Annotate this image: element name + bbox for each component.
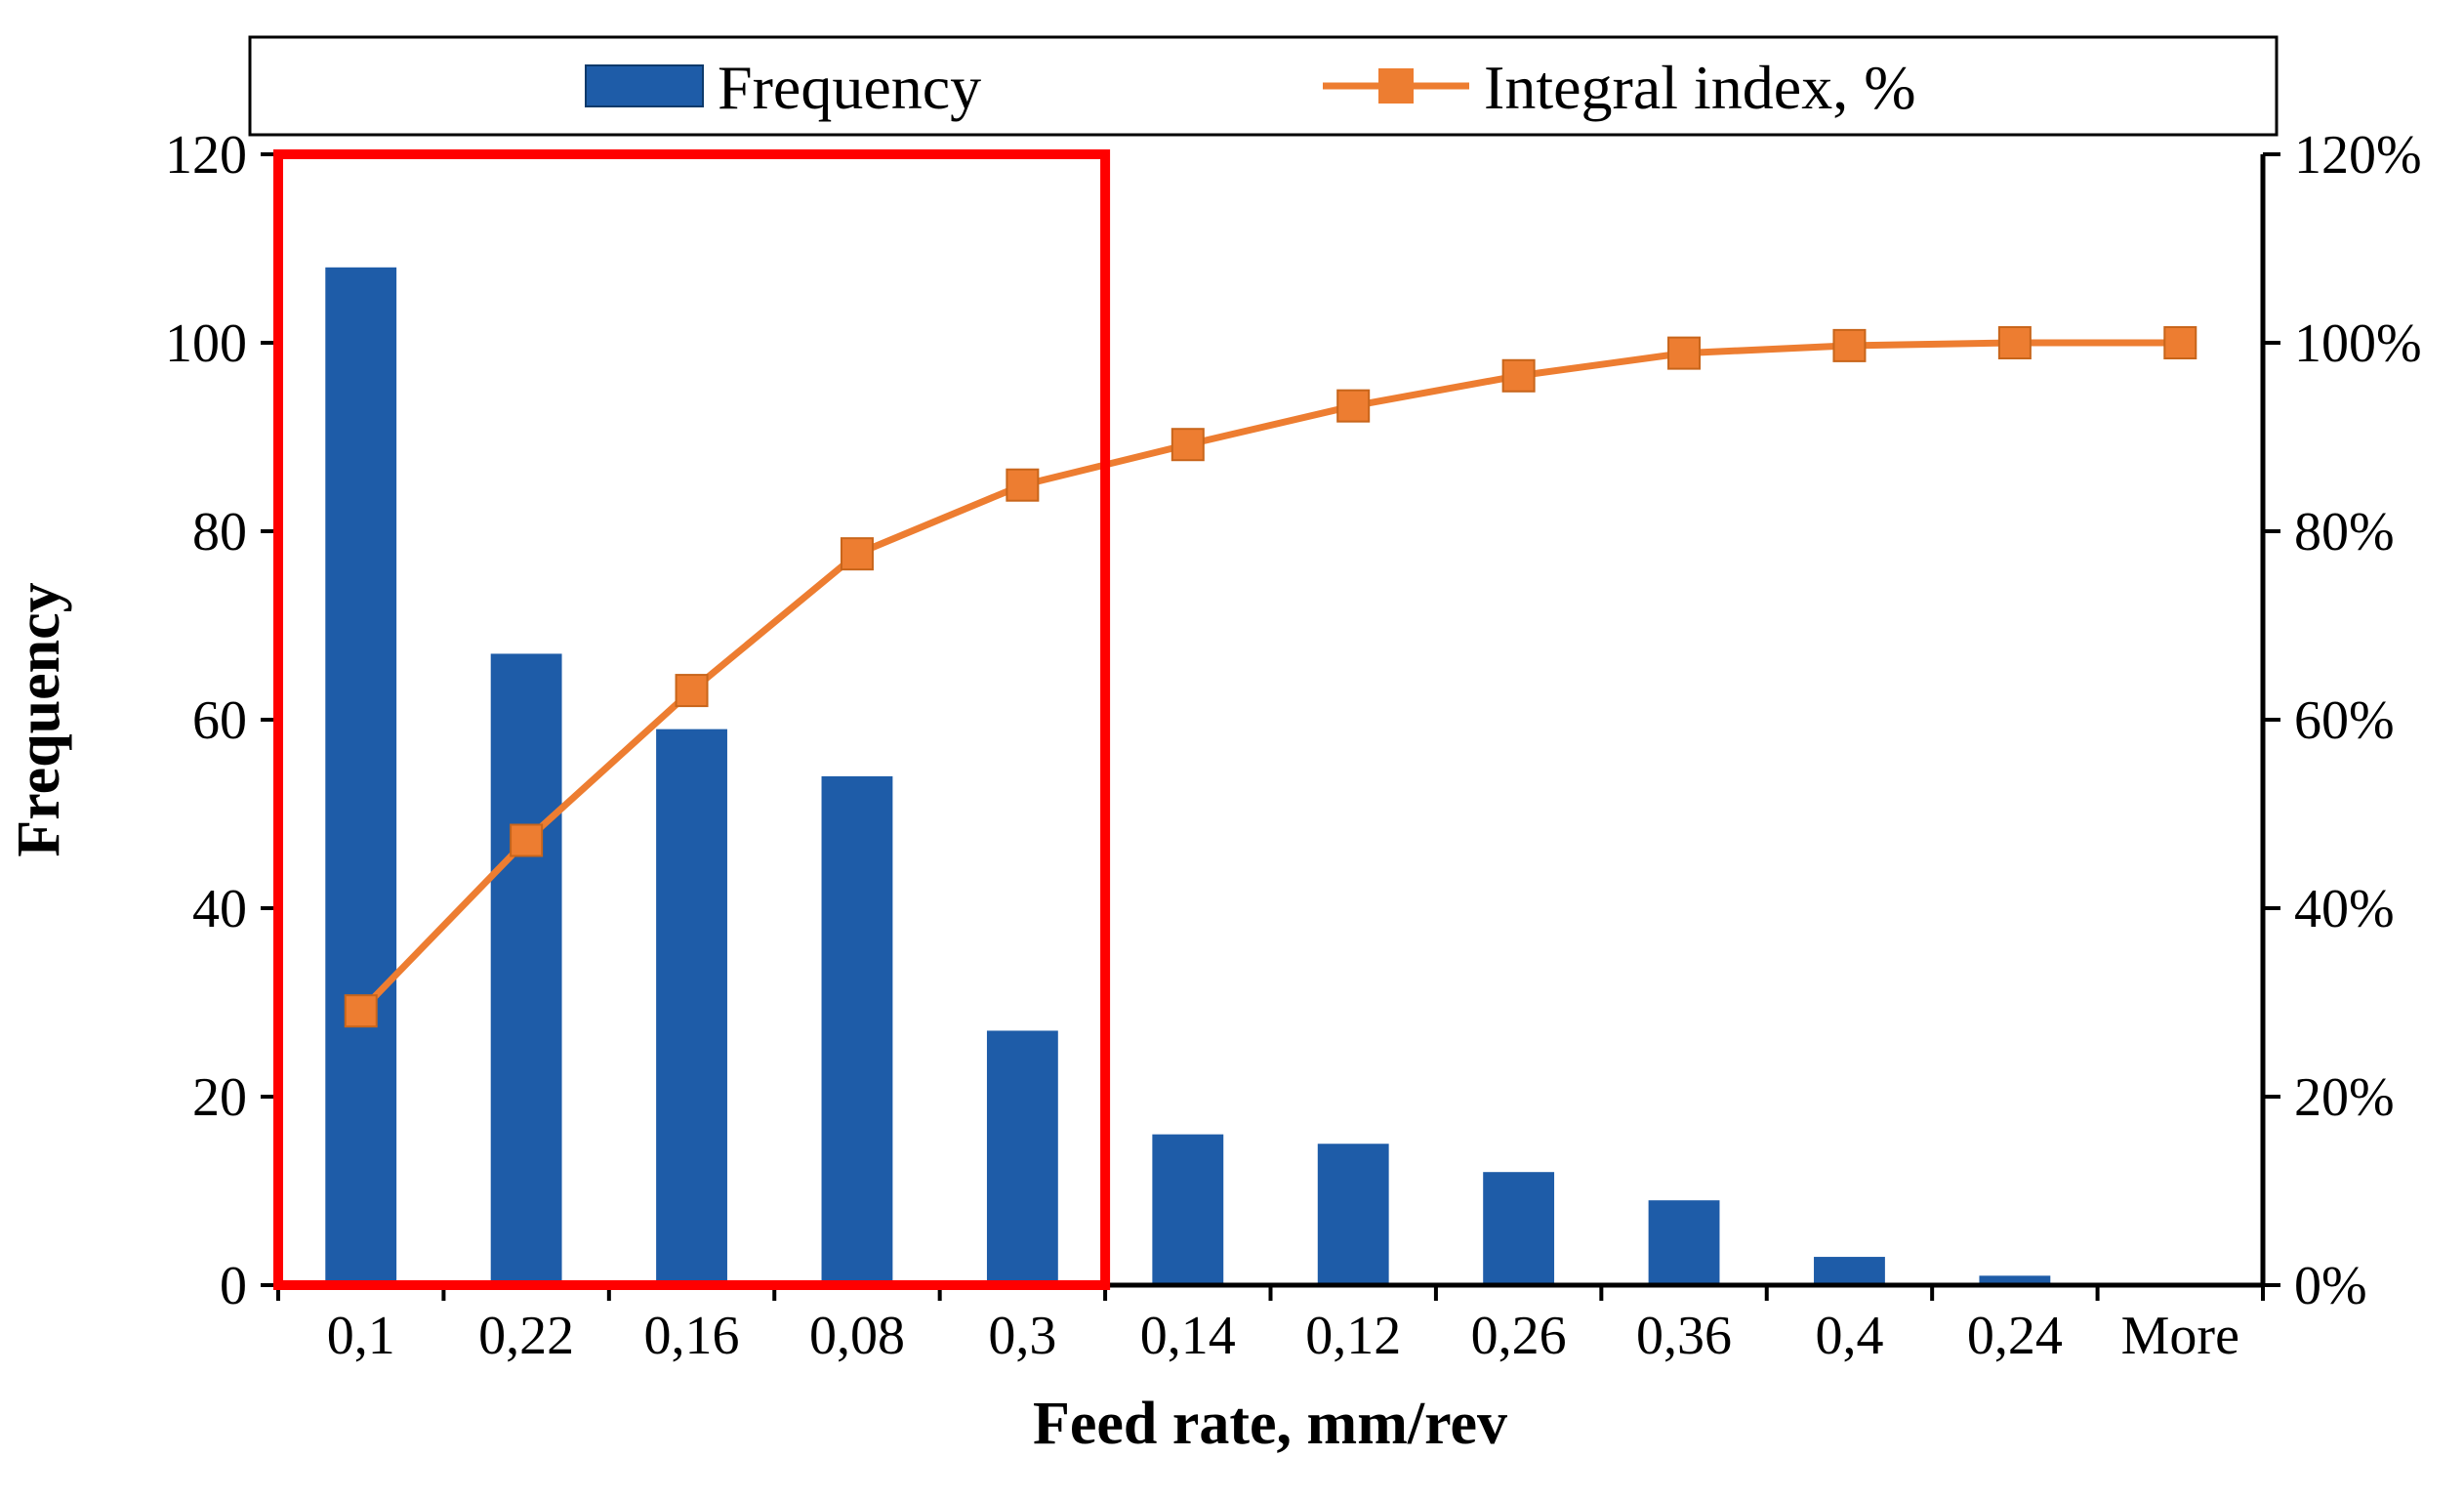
integral-index-marker: [344, 994, 378, 1028]
integral-index-marker: [1170, 428, 1205, 462]
frequency-bar: [656, 729, 727, 1285]
legend: Frequency Integral index, %: [248, 35, 2279, 137]
x-category-label: 0,16: [644, 1306, 740, 1366]
left-tick-label: 100: [165, 313, 247, 374]
legend-swatch-frequency: [585, 64, 704, 107]
right-tick-label: 120%: [2294, 125, 2422, 186]
frequency-bar: [1483, 1172, 1555, 1285]
right-tick-label: 60%: [2294, 690, 2395, 751]
integral-index-line: [358, 339, 2181, 1014]
integral-index-marker: [1501, 358, 1536, 393]
frequency-bar: [1979, 1275, 2051, 1285]
x-category-label: More: [2121, 1306, 2239, 1366]
x-category-label: 0,3: [988, 1306, 1056, 1366]
integral-index-marker: [510, 823, 544, 857]
frequency-bar: [1152, 1134, 1224, 1285]
x-category-label: 0,22: [478, 1306, 574, 1366]
frequency-bar: [1317, 1144, 1389, 1285]
left-tick-label: 60: [192, 690, 247, 751]
integral-index-marker: [2163, 326, 2197, 359]
frequency-bar: [490, 653, 562, 1285]
integral-index-marker: [1336, 389, 1371, 423]
right-tick-label: 40%: [2294, 879, 2395, 939]
legend-square-marker-integral-index: [1378, 68, 1414, 104]
integral-index-marker: [1997, 326, 2032, 359]
legend-label-frequency: Frequency: [718, 53, 981, 122]
x-category-label: 0,08: [809, 1306, 905, 1366]
legend-label-integral-index: Integral index, %: [1484, 53, 1916, 122]
right-tick-label: 20%: [2294, 1067, 2395, 1128]
x-category-label: 0,1: [327, 1306, 395, 1366]
integral-index-marker: [840, 537, 874, 571]
x-category-label: 0,14: [1140, 1306, 1236, 1366]
x-category-label: 0,4: [1815, 1306, 1883, 1366]
frequency-bar: [986, 1030, 1058, 1285]
legend-box: [248, 35, 2279, 137]
left-tick-label: 20: [192, 1067, 247, 1128]
right-tick-label: 100%: [2294, 313, 2422, 374]
left-tick-label: 80: [192, 502, 247, 562]
highlight-rect: [273, 149, 1111, 1290]
left-tick-label: 40: [192, 879, 247, 939]
x-category-label: 0,12: [1305, 1306, 1401, 1366]
frequency-bar: [1814, 1257, 1885, 1285]
frequency-bar: [821, 775, 893, 1285]
right-tick-label: 0%: [2294, 1256, 2367, 1316]
right-tick-label: 80%: [2294, 502, 2395, 562]
frequency-bar: [325, 267, 397, 1285]
integral-index-marker: [1006, 468, 1040, 502]
x-category-label: 0,26: [1471, 1306, 1567, 1366]
left-tick-label: 0: [220, 1256, 247, 1316]
frequency-bar: [1648, 1200, 1720, 1285]
y-axis-title: Frequency: [6, 582, 72, 856]
plot-area: 0 20 40 60 80 100 120 0% 20% 40% 60% 80% 100% 120% 0,1…: [165, 125, 2422, 1366]
left-tick-label: 120: [165, 125, 247, 186]
x-category-label: 0,36: [1636, 1306, 1732, 1366]
integral-index-marker: [1832, 328, 1867, 362]
x-category-label: 0,24: [1967, 1306, 2063, 1366]
x-axis-title: Feed rate, mm/rev: [1033, 1391, 1507, 1457]
integral-index-marker: [675, 674, 709, 708]
integral-index-marker: [1667, 336, 1702, 370]
